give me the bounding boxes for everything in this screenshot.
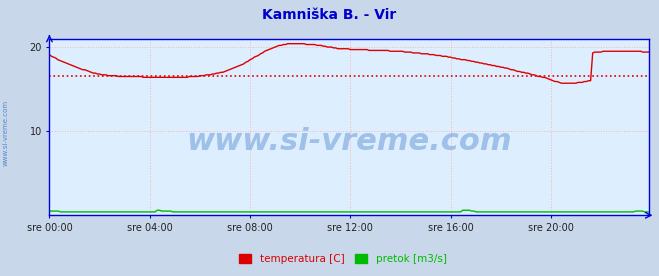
Text: www.si-vreme.com: www.si-vreme.com bbox=[186, 127, 512, 156]
Text: www.si-vreme.com: www.si-vreme.com bbox=[2, 99, 9, 166]
Legend: temperatura [C], pretok [m3/s]: temperatura [C], pretok [m3/s] bbox=[235, 250, 451, 268]
Text: Kamniška B. - Vir: Kamniška B. - Vir bbox=[262, 8, 397, 22]
